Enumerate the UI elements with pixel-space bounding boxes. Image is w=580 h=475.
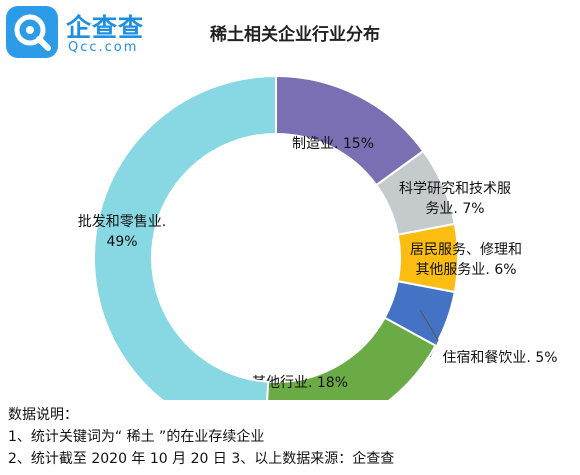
notes-heading: 数据说明： xyxy=(8,407,78,423)
data-notes: 数据说明： 1、统计关键词为“ 稀土 ”的在业存续企业 2、统计截至 2020 … xyxy=(8,404,394,470)
slice-5 xyxy=(93,74,277,400)
notes-line-2: 2、统计截至 2020 年 10 月 20 日 3、以上数据来源：企查查 xyxy=(8,451,395,467)
magnifier-q-logo-icon xyxy=(6,6,58,58)
notes-line-1: 1、统计关键词为“ 稀土 ”的在业存续企业 xyxy=(8,429,265,445)
slice-2 xyxy=(396,222,459,294)
slice-label-3: 住宿和餐饮业. 5% xyxy=(442,349,557,366)
slice-label-1: 科学研究和技术服务业. 7% xyxy=(399,181,511,217)
company-logo: 企查查 Qcc.com xyxy=(6,6,166,62)
donut-chart: 制造业. 15% 科学研究和技术服务业. 7% 居民服务、修理和其他服务业. 6% 住… xyxy=(78,74,558,400)
slice-label-5: 批发和零售业. 49% xyxy=(78,214,166,250)
slice-label-4: 其他行业. 18% xyxy=(252,375,348,391)
logo-name: 企查查 xyxy=(66,13,145,42)
slice-4 xyxy=(266,316,437,400)
chart-title: 稀土相关企业行业分布 xyxy=(210,25,380,45)
slice-label-2: 居民服务、修理和其他服务业. 6% xyxy=(410,242,522,278)
logo-domain: Qcc.com xyxy=(68,40,139,55)
slice-label-0: 制造业. 15% xyxy=(292,136,374,152)
